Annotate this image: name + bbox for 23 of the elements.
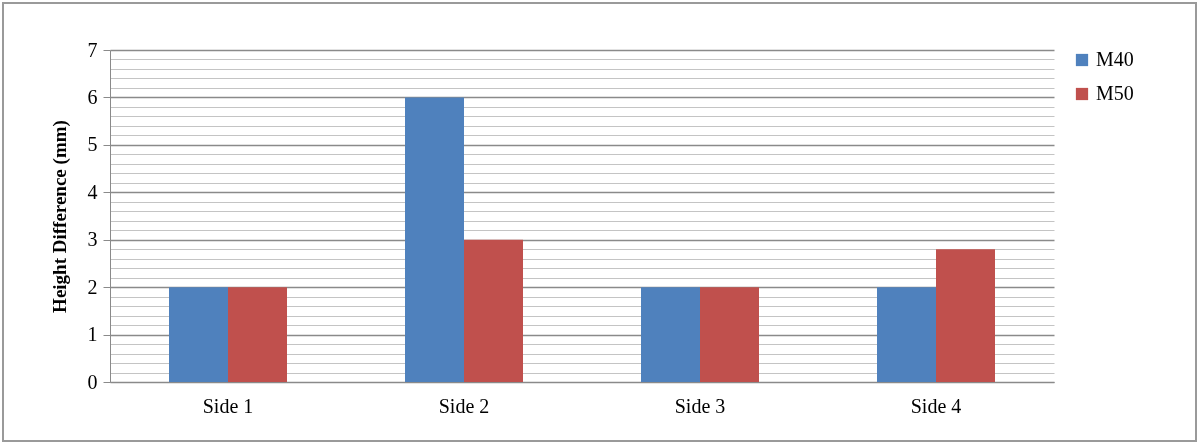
- legend-label: M50: [1096, 82, 1134, 104]
- bar: [169, 287, 228, 382]
- x-tick-label: Side 3: [674, 394, 726, 417]
- y-tick-label: 3: [87, 228, 98, 251]
- y-tick-label: 4: [87, 180, 98, 203]
- y-tick-label: 7: [87, 38, 98, 61]
- y-tick-label: 0: [87, 370, 98, 393]
- x-tick-label: Side 4: [910, 394, 962, 417]
- bar: [464, 239, 523, 382]
- y-tick-label: 1: [87, 323, 98, 346]
- x-tick-label: Side 1: [202, 394, 254, 417]
- y-axis-title: Height Difference (mm): [48, 120, 71, 313]
- bar: [405, 97, 464, 382]
- bar: [228, 287, 287, 382]
- bar: [877, 287, 936, 382]
- x-tick-label: Side 2: [438, 394, 490, 417]
- bar: [641, 287, 700, 382]
- bar: [700, 287, 759, 382]
- bar: [936, 249, 995, 382]
- y-tick-label: 2: [87, 275, 98, 298]
- y-tick-label: 5: [87, 133, 98, 156]
- y-tick-label: 6: [87, 85, 98, 108]
- legend-label: M40: [1096, 48, 1134, 70]
